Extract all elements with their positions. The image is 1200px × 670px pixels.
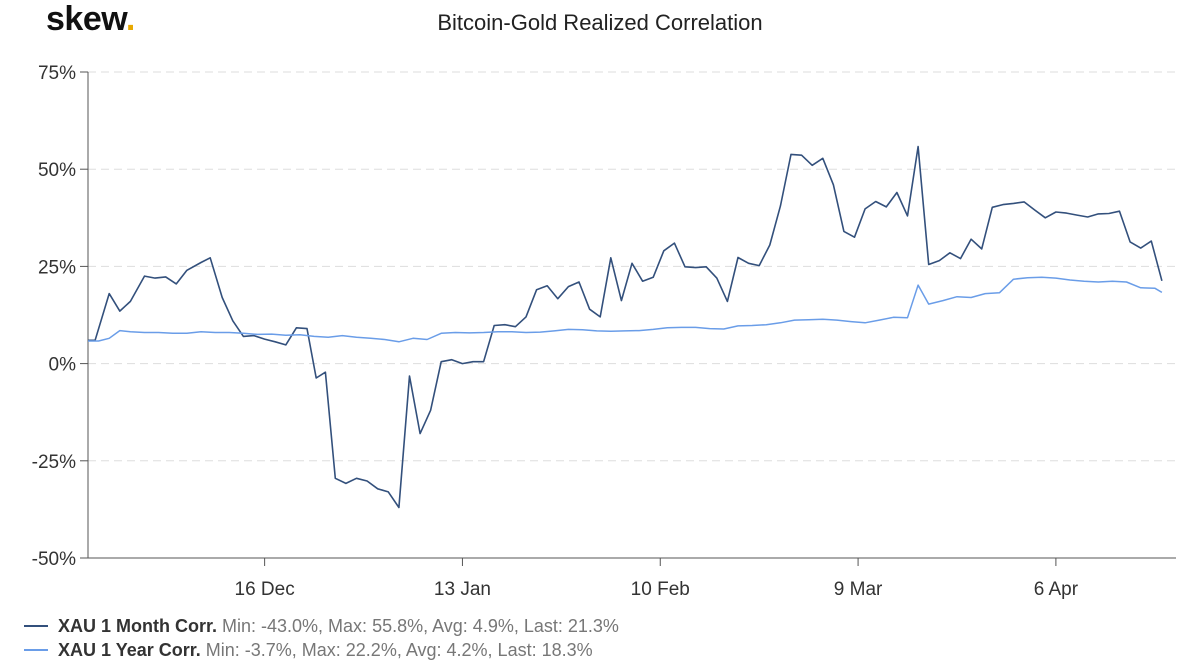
legend-series-stats: Min: -43.0%, Max: 55.8%, Avg: 4.9%, Last… [222,616,619,636]
legend-item-1-year[interactable]: XAU 1 Year Corr. Min: -3.7%, Max: 22.2%,… [24,638,619,662]
legend-item-1-month[interactable]: XAU 1 Month Corr. Min: -43.0%, Max: 55.8… [24,614,619,638]
legend-series-name: XAU 1 Year Corr. [58,640,201,660]
legend-series-stats: Min: -3.7%, Max: 22.2%, Avg: 4.2%, Last:… [205,640,593,660]
grid-lines [88,71,1176,462]
x-axis-ticks: 16 Dec 13 Jan 10 Feb 9 Mar 6 Apr [235,558,1079,600]
series-line-1-year [88,276,1163,343]
x-tick-label: 10 Feb [631,579,690,600]
legend-series-name: XAU 1 Month Corr. [58,616,218,636]
brand-name: skew [46,0,126,38]
y-tick-label: 75% [38,63,76,84]
series-lines [88,145,1163,509]
y-tick-label: 50% [38,160,76,181]
series-line-1-month [88,145,1163,509]
skew-logo: skew. [46,0,135,39]
y-tick-label: 25% [38,257,76,278]
brand-dot: . [125,0,135,38]
legend-swatch-1-year [24,649,48,651]
chart-title: Bitcoin-Gold Realized Correlation [437,10,763,35]
correlation-chart: 75% 50% 25% 0% -25% -50% 16 Dec 13 Jan 10 Feb 9 … [32,63,1176,600]
x-tick-label: 13 Jan [434,579,491,600]
axes [87,72,1176,559]
x-tick-label: 9 Mar [834,579,883,600]
y-tick-label: -50% [32,549,76,570]
legend-swatch-1-month [24,625,48,627]
x-tick-label: 16 Dec [235,579,295,600]
legend: XAU 1 Month Corr. Min: -43.0%, Max: 55.8… [24,614,619,662]
x-tick-label: 6 Apr [1034,579,1079,600]
y-tick-label: -25% [32,452,76,473]
y-axis-ticks: 75% 50% 25% 0% -25% -50% [32,63,88,570]
y-tick-label: 0% [49,355,77,376]
